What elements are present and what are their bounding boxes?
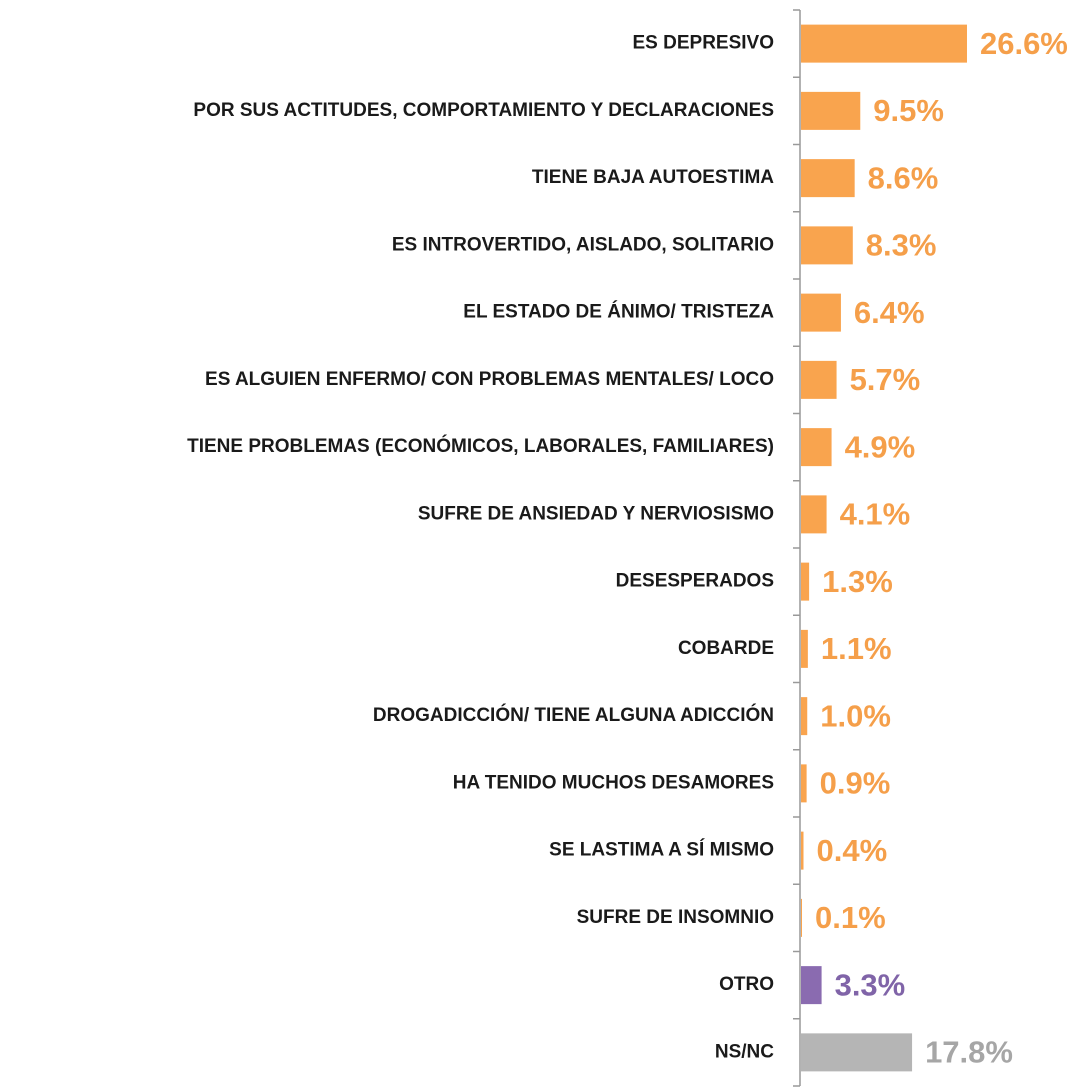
category-label: SUFRE DE INSOMNIO (577, 907, 774, 928)
data-label: 0.4% (816, 833, 887, 868)
category-label: ES ALGUIEN ENFERMO/ CON PROBLEMAS MENTAL… (205, 369, 774, 390)
data-label: 6.4% (854, 295, 925, 330)
data-label: 1.0% (820, 698, 891, 733)
category-label: DROGADICCIÓN/ TIENE ALGUNA ADICCIÓN (373, 704, 774, 726)
category-label: NS/NC (715, 1041, 774, 1062)
data-label: 5.7% (850, 362, 921, 397)
data-label: 1.1% (821, 631, 892, 666)
data-label: 1.3% (822, 564, 893, 599)
data-label: 8.3% (866, 228, 937, 263)
category-label: EL ESTADO DE ÁNIMO/ TRISTEZA (463, 301, 774, 323)
data-label: 8.6% (868, 160, 939, 195)
bar (801, 629, 808, 668)
data-label: 26.6% (980, 26, 1068, 61)
bar (801, 562, 810, 601)
category-label: COBARDE (678, 638, 774, 659)
bar (801, 764, 807, 803)
bar (801, 1033, 913, 1072)
category-label: DESESPERADOS (616, 571, 774, 592)
data-label: 9.5% (873, 93, 944, 128)
bar (801, 360, 837, 399)
bar (801, 91, 861, 130)
bar (801, 293, 841, 332)
category-label: ES DEPRESIVO (633, 33, 775, 54)
category-label: TIENE PROBLEMAS (ECONÓMICOS, LABORALES, … (187, 435, 774, 457)
category-label: SE LASTIMA A SÍ MISMO (549, 839, 774, 861)
category-label: OTRO (719, 974, 774, 995)
data-label: 4.9% (845, 429, 916, 464)
bar (801, 226, 853, 265)
bar (801, 697, 808, 736)
category-label: TIENE BAJA AUTOESTIMA (532, 167, 774, 188)
bar (801, 159, 855, 198)
category-label: SUFRE DE ANSIEDAD Y NERVIOSISMO (418, 503, 774, 524)
data-label: 0.9% (820, 766, 891, 801)
data-label: 0.1% (815, 900, 886, 935)
bar (801, 966, 822, 1005)
data-label: 17.8% (925, 1035, 1013, 1070)
category-label: POR SUS ACTITUDES, COMPORTAMIENTO Y DECL… (193, 100, 774, 121)
bar (801, 831, 804, 870)
category-label: ES INTROVERTIDO, AISLADO, SOLITARIO (392, 234, 774, 255)
bar (801, 495, 827, 534)
data-label: 3.3% (835, 967, 906, 1002)
category-label: HA TENIDO MUCHOS DESAMORES (453, 772, 774, 793)
data-label: 4.1% (840, 497, 911, 532)
bar (801, 898, 802, 937)
bar (801, 24, 967, 63)
bar (801, 428, 832, 467)
